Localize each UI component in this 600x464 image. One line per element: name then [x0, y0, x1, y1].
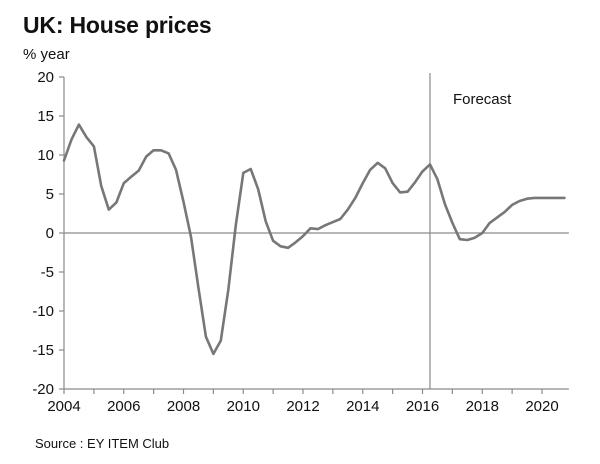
y-tick-label: -20 — [32, 381, 54, 398]
x-tick-label: 2004 — [47, 398, 80, 415]
y-tick-label: -10 — [32, 303, 54, 320]
series-line — [62, 123, 566, 356]
y-tick-label: 15 — [37, 108, 54, 125]
y-tick-label: 20 — [37, 69, 54, 86]
y-tick-label: -5 — [41, 264, 54, 281]
chart-title: UK: House prices — [23, 12, 212, 38]
y-tick-label: 0 — [46, 225, 54, 242]
y-tick-label: 10 — [37, 147, 54, 164]
forecast-label: Forecast — [453, 91, 512, 108]
x-tick-label: 2014 — [346, 398, 379, 415]
series — [62, 123, 566, 356]
y-tick-label: 5 — [46, 186, 54, 203]
x-tick-label: 2016 — [406, 398, 439, 415]
annotations: Forecast — [429, 73, 512, 389]
x-tick-label: 2008 — [167, 398, 200, 415]
x-tick-label: 2012 — [286, 398, 319, 415]
source-note: Source : EY ITEM Club — [35, 436, 170, 451]
axes — [63, 77, 569, 390]
x-tick-label: 2006 — [107, 398, 140, 415]
x-tick-label: 2018 — [466, 398, 499, 415]
x-tick-label: 2010 — [227, 398, 260, 415]
y-axis-label: % year — [23, 46, 70, 63]
y-tick-label: -15 — [32, 342, 54, 359]
x-tick-label: 2020 — [525, 398, 558, 415]
x-ticks: 2004 2006 2008 2010 2012 2014 2016 2018 2020 — [47, 389, 559, 415]
y-ticks: 20 15 10 5 0 -5 -10 -15 -20 — [32, 69, 64, 398]
